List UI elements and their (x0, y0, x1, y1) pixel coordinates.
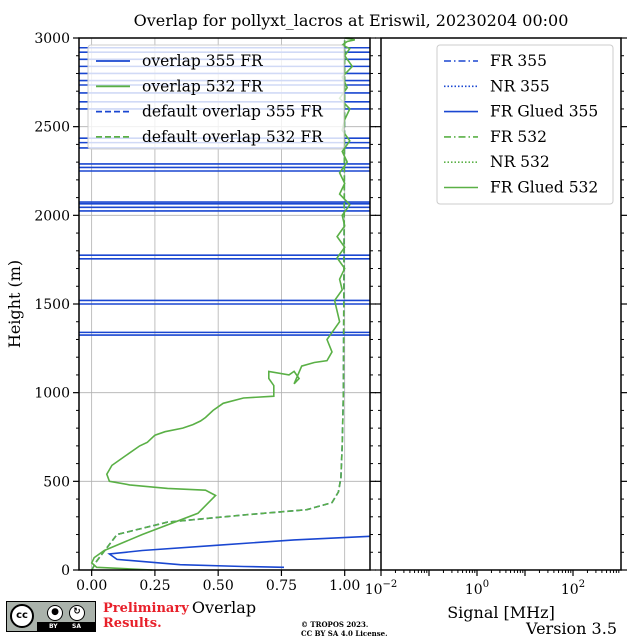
signal-legend-label-1: NR 355 (490, 77, 550, 95)
y-tick-label-4: 2000 (34, 208, 70, 224)
overlap-panel: 0.00 0.25 0.50 0.75 1.00 0 500 1000 1500 2000 2500… (5, 31, 376, 617)
y-axis-label: Height (m) (5, 260, 24, 348)
overlap-legend: overlap 355 FR overlap 532 FR default over… (87, 44, 345, 150)
signal-legend-label-2: FR Glued 355 (490, 103, 598, 121)
cc-by-text: BY (49, 623, 58, 630)
signal-ticks: 10−2 100 102 (365, 37, 627, 598)
preliminary-line-1: Preliminary (103, 601, 189, 616)
overlap-legend-box (87, 44, 345, 150)
series-line-overlap-355-fr (107, 535, 371, 569)
y-tick-label-3: 1500 (34, 297, 70, 313)
copyright-note: © TROPOS 2023. CC BY SA 4.0 License. (301, 620, 388, 638)
y-tick-label-1: 500 (43, 474, 70, 490)
signal-tick-label-0: 10−2 (365, 579, 398, 598)
overlap-lines (90, 37, 371, 571)
version-label: Version 3.5 (526, 619, 617, 638)
preliminary-line-2: Results. (103, 616, 162, 631)
chart-title: Overlap for pollyxt_lacros at Eriswil, 2… (134, 11, 569, 30)
x-axis-label-signal: Signal [MHz] (447, 603, 555, 622)
signal-legend: FR 355 NR 355 FR Glued 355 FR 532 NR 532 FR G… (436, 44, 614, 205)
legend-label-1: overlap 532 FR (142, 77, 264, 95)
signal-panel: 10−2 100 102 Signal [MHz] FR 355 NR 355 FR G… (365, 37, 627, 622)
x-tick-label-0: 0.00 (76, 578, 107, 594)
x-axis-label-overlap: Overlap (192, 598, 256, 617)
signal-legend-box (436, 44, 614, 205)
y-tick-label-5: 2500 (34, 120, 70, 136)
cc-license-badge: cc ● ↻ BY SA (6, 601, 96, 632)
legend-label-0: overlap 355 FR (142, 52, 264, 70)
x-tick-label-3: 0.75 (266, 578, 297, 594)
overlap-ticks: 0.00 0.25 0.50 0.75 1.00 0 500 1000 1500 2000 2500… (34, 31, 376, 594)
cc-sa-text: SA (72, 623, 81, 630)
series-line-default-overlap-532-fr (91, 37, 346, 571)
y-tick-label-6: 3000 (34, 31, 70, 47)
x-tick-label-2: 0.50 (203, 578, 234, 594)
share-alike-icon: ↻ (69, 605, 85, 621)
x-tick-label-4: 1.00 (329, 578, 360, 594)
series-line-overlap-532-fr (90, 37, 355, 571)
legend-label-2: default overlap 355 FR (142, 103, 324, 121)
signal-tick-label-1: 100 (465, 579, 489, 598)
cc-logo-icon: cc (10, 604, 34, 628)
cc-strip: BY SA (37, 622, 95, 631)
signal-legend-label-0: FR 355 (490, 52, 547, 70)
y-tick-label-2: 1000 (34, 386, 70, 402)
copyright-line-1: © TROPOS 2023. (301, 620, 369, 629)
signal-legend-label-3: FR 532 (490, 128, 547, 146)
x-tick-label-1: 0.25 (139, 578, 170, 594)
signal-tick-label-2: 102 (561, 579, 585, 598)
y-tick-label-0: 0 (61, 563, 70, 579)
signal-legend-label-4: NR 532 (490, 153, 550, 171)
signal-legend-label-5: FR Glued 532 (490, 179, 598, 197)
attribution-icon: ● (47, 605, 63, 621)
copyright-line-2: CC BY SA 4.0 License. (301, 629, 388, 638)
preliminary-note: Preliminary Results. (103, 601, 189, 631)
legend-label-3: default overlap 532 FR (142, 128, 324, 146)
